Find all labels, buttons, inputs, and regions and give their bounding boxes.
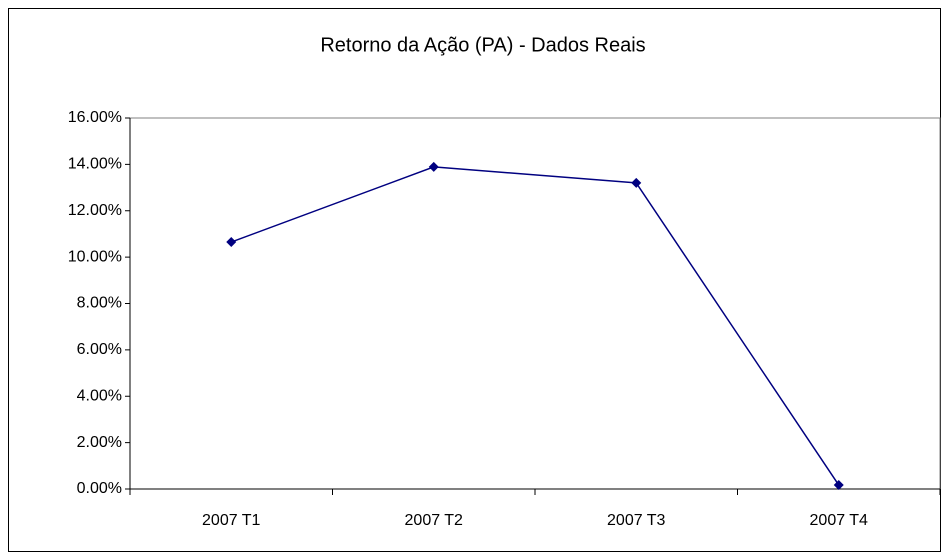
marker bbox=[226, 237, 237, 248]
y-tick-label: 4.00% bbox=[77, 387, 122, 404]
y-tick-label: 10.00% bbox=[68, 248, 122, 265]
y-tick-label: 2.00% bbox=[77, 434, 122, 451]
marker bbox=[631, 177, 642, 188]
y-tick-label: 6.00% bbox=[77, 341, 122, 358]
x-tick-label: 2007 T1 bbox=[202, 512, 261, 529]
line bbox=[230, 166, 840, 486]
y-tick-label: 8.00% bbox=[77, 295, 122, 312]
x-tick-label: 2007 T3 bbox=[607, 512, 666, 529]
marker bbox=[833, 480, 844, 491]
y-tick-label: 16.00% bbox=[68, 109, 122, 126]
x-tick-label: 2007 T2 bbox=[405, 512, 464, 529]
chart-border bbox=[8, 8, 941, 552]
plot-border bbox=[130, 117, 941, 489]
chart-title: Retorno da Ação (PA) - Dados Reais bbox=[320, 34, 645, 56]
marker bbox=[428, 161, 439, 172]
y-tick-label: 0.00% bbox=[77, 480, 122, 497]
y-tick-label: 12.00% bbox=[68, 202, 122, 219]
y-tick-label: 14.00% bbox=[68, 156, 122, 173]
x-tick-label: 2007 T4 bbox=[810, 512, 869, 529]
